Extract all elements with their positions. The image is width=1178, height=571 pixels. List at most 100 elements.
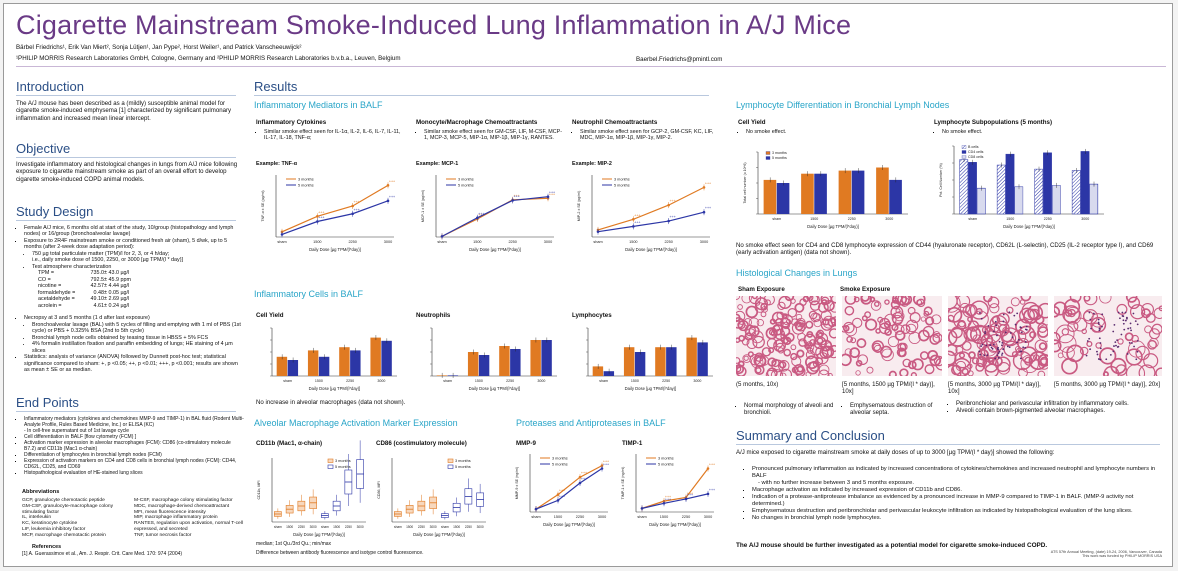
inflammatory-cell — [1113, 323, 1116, 326]
alveolus — [1129, 304, 1146, 320]
legend-swatch — [327, 464, 334, 469]
inflammatory-cell — [1002, 348, 1004, 350]
alveolus — [809, 300, 821, 311]
alveolus — [975, 362, 985, 372]
inflammatory-cell — [1099, 358, 1102, 361]
inflammatory-cell — [1135, 358, 1138, 361]
alveolus — [911, 358, 924, 371]
alveolus — [815, 331, 823, 339]
inflammatory-cell — [1014, 323, 1017, 326]
inflammatory-cell — [1097, 318, 1100, 321]
alveolus — [750, 330, 764, 344]
smoke-label: Smoke Exposure — [840, 286, 891, 293]
inflammatory-cell — [1089, 318, 1092, 321]
bar — [1071, 170, 1081, 215]
alveolus — [923, 306, 933, 316]
x-tick-label: 1500 — [554, 515, 562, 519]
inflammatory-cell — [1008, 311, 1011, 314]
alveolus — [830, 317, 836, 324]
inflammatory-cell — [1025, 325, 1028, 328]
alveolus — [884, 299, 890, 305]
legend-label: 3 months — [458, 178, 474, 182]
inflammatory-cell — [1085, 354, 1088, 357]
x-tick-label: 3000 — [598, 515, 606, 519]
inflammatory-cell — [989, 344, 992, 346]
alveolus — [1083, 296, 1091, 302]
inflammatory-cell — [1124, 319, 1127, 322]
x-tick-label: 3000 — [537, 379, 545, 383]
inflammatory-cell — [1132, 312, 1135, 315]
alveolus — [1099, 296, 1112, 304]
bar — [592, 366, 604, 376]
inflammatory-cell — [990, 346, 993, 349]
x-tick-label: 2250 — [418, 525, 425, 529]
inflammatory-cell — [984, 332, 986, 335]
legend-label: 5 months — [658, 463, 674, 467]
alveolus — [1054, 331, 1061, 345]
alveolus — [1124, 332, 1134, 342]
alveolus — [1158, 305, 1162, 312]
alveolus — [1020, 296, 1032, 302]
alveolus — [1024, 356, 1034, 366]
legend-label: 3 months — [772, 151, 787, 155]
alveolus — [948, 329, 958, 346]
inflammatory-cell — [1129, 327, 1132, 329]
alveolus — [887, 336, 899, 348]
summary-lead: A/J mice exposed to cigarette mainstream… — [736, 449, 1055, 456]
reference-item: [1] A. Guerassimov et al., Am. J. Respir… — [22, 551, 183, 557]
alveolus — [1018, 307, 1035, 324]
alveolus — [899, 368, 909, 376]
alveolus — [929, 354, 942, 367]
alveolus — [894, 330, 906, 341]
title-divider — [16, 66, 1166, 67]
alveolus — [846, 335, 854, 343]
alveolus — [1099, 347, 1117, 365]
alveolus — [905, 323, 917, 335]
proteases-heading: Proteases and Antiproteases in BALF — [516, 418, 666, 428]
x-tick-label: 3000 — [1081, 217, 1089, 221]
atmosphere-sd: ± 45.9 ppm — [104, 276, 131, 283]
alveolus — [852, 317, 863, 329]
alveolus — [1017, 337, 1030, 350]
alveolus — [871, 340, 885, 353]
data-point — [280, 233, 284, 236]
contact-email[interactable]: Baerbel.Friedrichs@pmintl.com — [636, 56, 723, 63]
x-tick-label: 3000 — [377, 379, 385, 383]
data-point — [316, 220, 319, 223]
atmosphere-sd: ± 2.69 µg/l — [104, 296, 130, 303]
alveolus — [849, 347, 861, 359]
alveolus — [873, 301, 880, 307]
design-subitem: 4% formalin instillation fixation and pa… — [32, 341, 244, 354]
significance-mark: +++ — [687, 493, 693, 497]
inflammatory-cell — [1114, 341, 1117, 344]
bar — [478, 355, 490, 376]
alveolus — [1144, 325, 1153, 334]
significance-mark: +++ — [389, 179, 395, 183]
inflammatory-cell — [993, 330, 995, 333]
significance-mark: +++ — [354, 200, 360, 204]
significance-mark: +++ — [705, 206, 711, 210]
x-tick-label: sham — [277, 240, 286, 244]
alveolus — [992, 355, 1003, 367]
alveolus — [875, 328, 881, 334]
end-points-heading: End Points — [16, 395, 236, 412]
significance-mark: +++ — [709, 488, 715, 492]
inflammatory-cell — [1009, 332, 1012, 334]
cytokines-text: Similar smoke effect seen for IL-1α, IL-… — [256, 129, 406, 142]
legend-swatch — [961, 145, 967, 149]
inflammatory-cell — [1136, 323, 1139, 326]
inflammatory-cell — [997, 356, 1000, 359]
legend-label: 3 months — [298, 178, 314, 182]
neutrophil-example: Example: MIP-2 — [572, 161, 612, 167]
data-point — [386, 199, 390, 203]
summary-item: - with no further increase between 3 and… — [758, 479, 914, 486]
difference-note: Difference between antibody fluorescence… — [256, 550, 424, 556]
alveolus — [870, 300, 882, 311]
legend-swatch — [961, 155, 967, 159]
bar — [655, 347, 666, 376]
y-axis-label: TIMP-1 ± SE (ng/ml) — [621, 467, 625, 500]
cytokines-heading: Inflammatory Cytokines — [256, 119, 327, 126]
chart-mcp1: Daily Dose [µg TPM/(l*day)] MCP-1 ± SE (p… — [414, 167, 564, 257]
significance-mark: +++ — [559, 494, 565, 498]
alveolus — [1066, 344, 1084, 363]
